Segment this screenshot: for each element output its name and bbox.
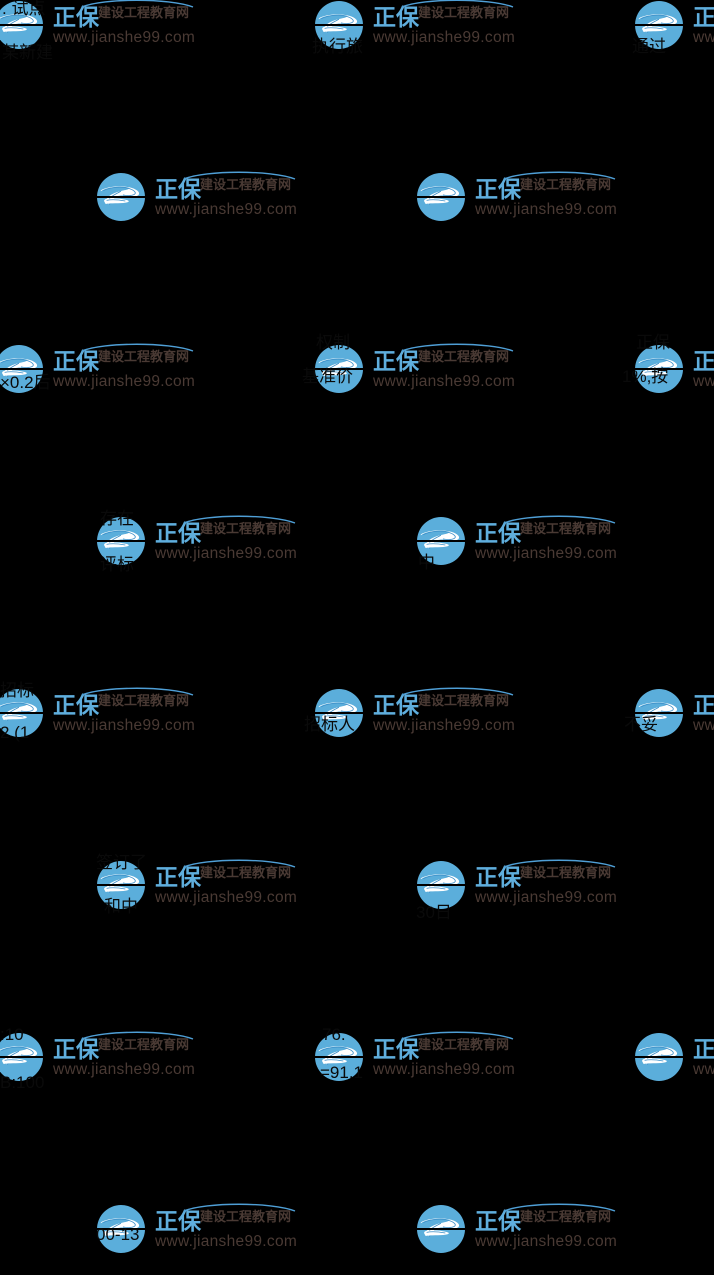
svg-text:2 (1: 2 (1	[0, 723, 29, 742]
svg-text:存在: 存在	[100, 509, 134, 528]
svg-text:=91.1: =91.1	[320, 1063, 363, 1082]
svg-text:某新建: 某新建	[2, 43, 53, 62]
svg-text:B:100: B:100	[0, 1073, 44, 1092]
svg-text:招标: 招标	[0, 681, 34, 700]
svg-text:不妥: 不妥	[624, 715, 658, 734]
svg-text:30日: 30日	[416, 903, 452, 922]
svg-text:基准价: 基准价	[302, 367, 353, 386]
svg-text:通过: 通过	[632, 37, 666, 56]
svg-text:. 试点: . 试点	[2, 0, 45, 18]
svg-text:和中: 和中	[104, 897, 138, 916]
svg-text:1%,按: 1%,按	[622, 367, 668, 386]
svg-text:×0.2后: ×0.2后	[0, 373, 51, 392]
svg-text:评标: 评标	[100, 555, 134, 574]
svg-text:中: 中	[418, 553, 435, 572]
svg-text:正保: 正保	[636, 333, 670, 352]
svg-text:签订了: 签订了	[96, 853, 147, 872]
svg-text:招标人: 招标人	[304, 715, 355, 734]
svg-text:00-13: 00-13	[96, 1225, 139, 1244]
svg-text:76.: 76.	[322, 1025, 346, 1044]
svg-text::10: :10	[0, 1025, 24, 1044]
svg-text:权制: 权制	[316, 333, 350, 352]
svg-text:执行旅: 执行旅	[312, 37, 363, 56]
